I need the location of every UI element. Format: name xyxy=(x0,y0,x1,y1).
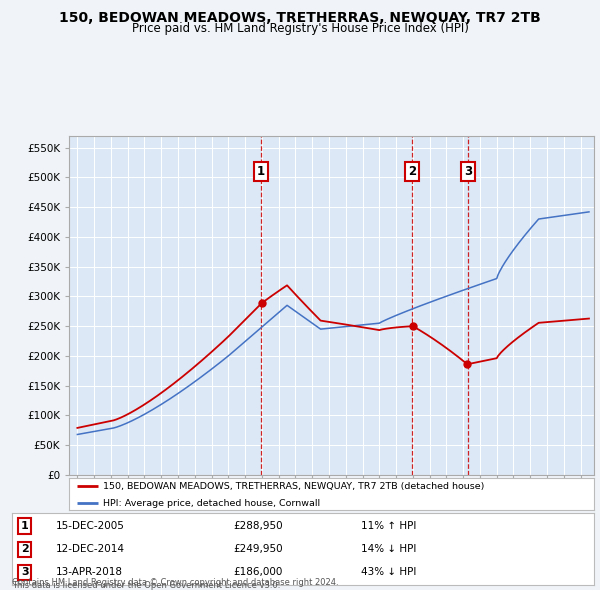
Text: 13-APR-2018: 13-APR-2018 xyxy=(56,568,122,578)
Text: £288,950: £288,950 xyxy=(233,521,283,531)
Text: 2: 2 xyxy=(408,165,416,178)
Text: HPI: Average price, detached house, Cornwall: HPI: Average price, detached house, Corn… xyxy=(103,499,320,508)
Text: 15-DEC-2005: 15-DEC-2005 xyxy=(56,521,125,531)
Text: 150, BEDOWAN MEADOWS, TRETHERRAS, NEWQUAY, TR7 2TB (detached house): 150, BEDOWAN MEADOWS, TRETHERRAS, NEWQUA… xyxy=(103,481,485,490)
Text: 12-DEC-2014: 12-DEC-2014 xyxy=(56,545,125,554)
Text: 43% ↓ HPI: 43% ↓ HPI xyxy=(361,568,416,578)
Text: 150, BEDOWAN MEADOWS, TRETHERRAS, NEWQUAY, TR7 2TB: 150, BEDOWAN MEADOWS, TRETHERRAS, NEWQUA… xyxy=(59,11,541,25)
Text: 1: 1 xyxy=(257,165,265,178)
Text: 2: 2 xyxy=(21,545,29,554)
Text: £249,950: £249,950 xyxy=(233,545,283,554)
Text: Contains HM Land Registry data © Crown copyright and database right 2024.: Contains HM Land Registry data © Crown c… xyxy=(12,578,338,587)
Text: 3: 3 xyxy=(464,165,472,178)
Text: 1: 1 xyxy=(21,521,29,531)
Text: 3: 3 xyxy=(21,568,29,578)
Text: Price paid vs. HM Land Registry's House Price Index (HPI): Price paid vs. HM Land Registry's House … xyxy=(131,22,469,35)
Text: £186,000: £186,000 xyxy=(233,568,283,578)
Text: 14% ↓ HPI: 14% ↓ HPI xyxy=(361,545,416,554)
Text: 11% ↑ HPI: 11% ↑ HPI xyxy=(361,521,416,531)
Text: This data is licensed under the Open Government Licence v3.0.: This data is licensed under the Open Gov… xyxy=(12,581,280,590)
